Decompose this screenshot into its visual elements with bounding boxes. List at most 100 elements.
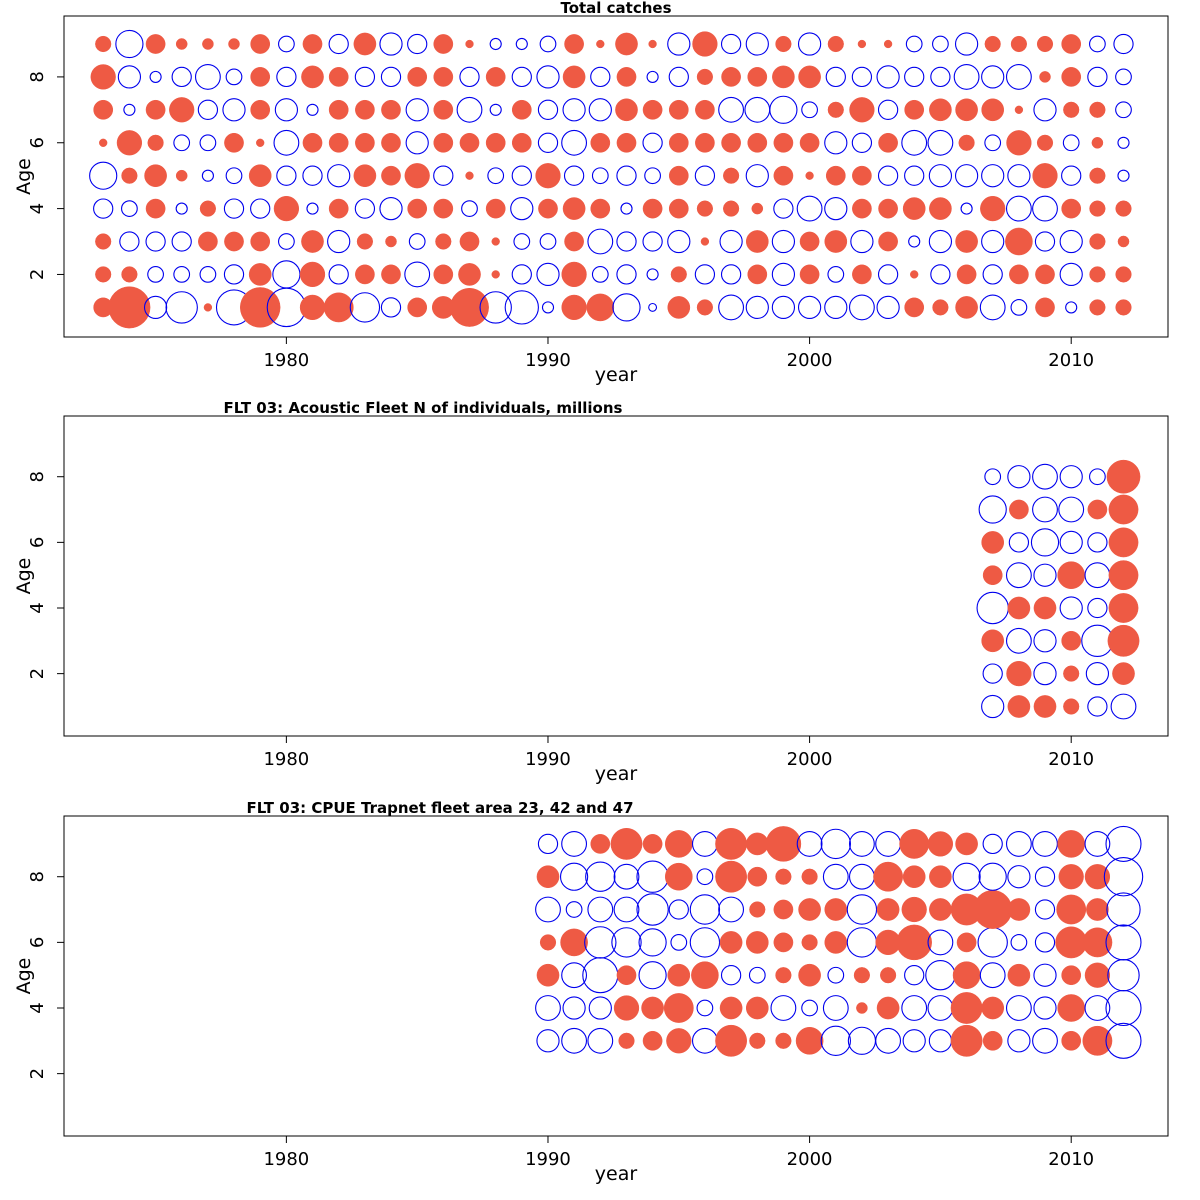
positive-residual-bubble xyxy=(273,195,300,222)
positive-residual-bubble xyxy=(381,99,401,120)
negative-residual-bubble xyxy=(582,957,619,994)
positive-residual-bubble xyxy=(450,287,489,327)
positive-residual-bubble xyxy=(95,266,112,283)
negative-residual-bubble xyxy=(642,231,663,252)
positive-residual-bubble xyxy=(590,132,611,153)
negative-residual-bubble xyxy=(1087,532,1108,553)
negative-residual-bubble xyxy=(981,229,1005,254)
negative-residual-bubble xyxy=(977,927,1008,958)
negative-residual-bubble xyxy=(824,295,848,320)
positive-residual-bubble xyxy=(1089,233,1106,250)
negative-residual-bubble xyxy=(981,164,1005,188)
positive-residual-bubble xyxy=(749,1032,766,1049)
x-tick-label: 1990 xyxy=(525,749,571,770)
negative-residual-bubble xyxy=(694,165,716,186)
negative-residual-bubble xyxy=(1089,468,1106,486)
negative-residual-bubble xyxy=(689,894,721,925)
positive-residual-bubble xyxy=(1108,494,1139,525)
positive-residual-bubble xyxy=(562,65,586,89)
positive-residual-bubble xyxy=(929,197,952,220)
negative-residual-bubble xyxy=(1032,195,1058,222)
positive-residual-bubble xyxy=(1006,660,1032,687)
positive-residual-bubble xyxy=(145,198,166,219)
positive-residual-bubble xyxy=(108,286,151,329)
positive-residual-bubble xyxy=(1007,963,1031,987)
positive-residual-bubble xyxy=(1086,898,1109,921)
x-tick-label: 1980 xyxy=(263,749,309,770)
negative-residual-bubble xyxy=(689,927,721,958)
positive-residual-bubble xyxy=(827,35,844,53)
positive-residual-bubble xyxy=(899,829,930,859)
y-tick-label: 4 xyxy=(27,602,48,613)
negative-residual-bubble xyxy=(489,37,502,51)
positive-residual-bubble xyxy=(1005,227,1033,256)
positive-residual-bubble xyxy=(328,67,349,87)
positive-residual-bubble xyxy=(981,996,1005,1020)
positive-residual-bubble xyxy=(95,35,112,53)
negative-residual-bubble xyxy=(930,66,951,88)
negative-residual-bubble xyxy=(306,103,319,116)
positive-residual-bubble xyxy=(1035,297,1055,318)
positive-residual-bubble xyxy=(224,231,244,252)
x-axis-label: year xyxy=(595,1163,638,1185)
positive-residual-bubble xyxy=(950,992,983,1024)
positive-residual-bubble xyxy=(929,98,952,122)
negative-residual-bubble xyxy=(489,103,502,116)
negative-residual-bubble xyxy=(824,131,848,155)
positive-residual-bubble xyxy=(121,167,138,184)
negative-residual-bubble xyxy=(591,167,609,185)
positive-residual-bubble xyxy=(121,266,138,283)
negative-residual-bubble xyxy=(1106,892,1141,927)
negative-residual-bubble xyxy=(273,129,300,156)
y-tick-label: 2 xyxy=(27,668,48,679)
negative-residual-bubble xyxy=(511,66,532,88)
y-tick-label: 2 xyxy=(27,269,48,280)
positive-residual-bubble xyxy=(224,132,244,153)
negative-residual-bubble xyxy=(876,295,900,320)
negative-residual-bubble xyxy=(536,1029,560,1053)
positive-residual-bubble xyxy=(824,230,848,253)
positive-residual-bubble xyxy=(799,132,820,153)
negative-residual-bubble xyxy=(984,468,1002,486)
positive-residual-bubble xyxy=(955,98,978,122)
positive-residual-bubble xyxy=(613,995,640,1021)
negative-residual-bubble xyxy=(771,262,796,287)
negative-residual-bubble xyxy=(562,996,586,1020)
positive-residual-bubble xyxy=(1061,34,1082,54)
positive-residual-bubble xyxy=(799,264,820,285)
positive-residual-bubble xyxy=(1055,926,1088,959)
positive-residual-bubble xyxy=(668,132,689,153)
negative-residual-bubble xyxy=(1033,98,1057,122)
negative-residual-bubble xyxy=(720,264,742,285)
negative-residual-bubble xyxy=(511,264,532,285)
positive-residual-bubble xyxy=(642,834,663,854)
negative-residual-bubble xyxy=(691,830,718,857)
positive-residual-bubble xyxy=(876,996,900,1020)
positive-residual-bubble xyxy=(616,132,637,153)
negative-residual-bubble xyxy=(459,66,480,88)
positive-residual-bubble xyxy=(715,860,747,893)
positive-residual-bubble xyxy=(773,932,794,953)
positive-residual-bubble xyxy=(876,898,900,921)
positive-residual-bubble xyxy=(250,67,271,87)
positive-residual-bubble xyxy=(670,266,687,283)
positive-residual-bubble xyxy=(747,67,768,87)
negative-residual-bubble xyxy=(354,198,376,219)
negative-residual-bubble xyxy=(173,134,191,152)
negative-residual-bubble xyxy=(720,965,742,986)
positive-residual-bubble xyxy=(407,198,428,219)
positive-residual-bubble xyxy=(765,826,802,862)
positive-residual-bubble xyxy=(1057,561,1086,590)
negative-residual-bubble xyxy=(1062,134,1080,152)
negative-residual-bubble xyxy=(584,926,617,959)
negative-residual-bubble xyxy=(1033,563,1057,587)
positive-residual-bubble xyxy=(664,862,693,891)
positive-residual-bubble xyxy=(465,39,474,49)
positive-residual-bubble xyxy=(539,934,557,951)
negative-residual-bubble xyxy=(1065,301,1078,314)
positive-residual-bubble xyxy=(95,233,112,250)
negative-residual-bubble xyxy=(1105,1022,1142,1059)
negative-residual-bubble xyxy=(380,66,402,88)
positive-residual-bubble xyxy=(958,134,975,151)
negative-residual-bubble xyxy=(718,294,745,321)
